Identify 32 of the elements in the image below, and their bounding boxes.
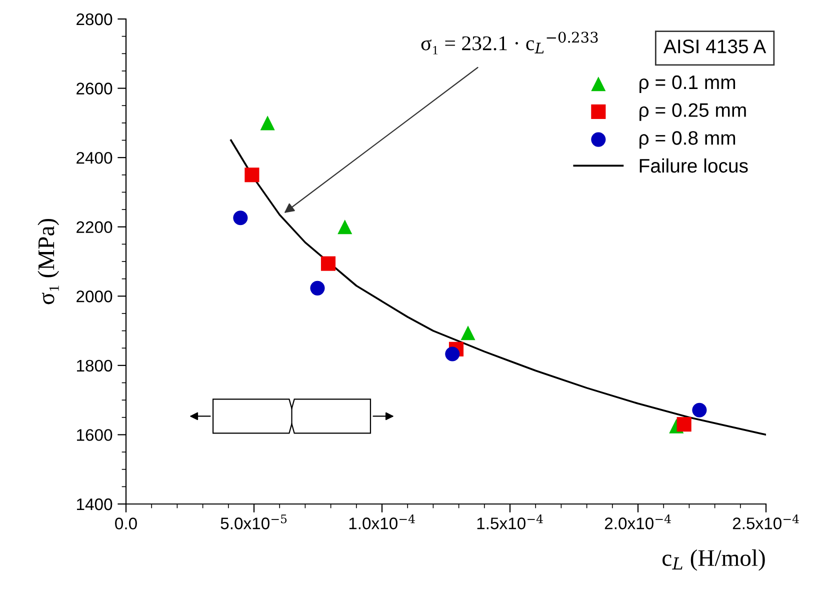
y-tick-label: 2800 bbox=[76, 13, 112, 26]
point bbox=[310, 280, 325, 296]
x-tick-label: 2.0x10$^{−4}$ bbox=[604, 514, 671, 530]
point bbox=[260, 116, 275, 130]
y-tick-label: 2000 bbox=[76, 290, 112, 302]
point bbox=[320, 256, 336, 271]
x-tick-label: 5.0x10$^{−5}$ bbox=[220, 514, 287, 530]
x-tick-label: 2.5x10$^{−4}$ bbox=[732, 514, 799, 530]
y-tick-label: 2600 bbox=[76, 82, 112, 94]
point bbox=[233, 210, 248, 226]
y-axis-title: σ₁ (MPa) bbox=[38, 218, 60, 304]
legend-label: ρ = 0.25 mm bbox=[640, 103, 746, 121]
y-tick-label: 1600 bbox=[77, 429, 112, 441]
x-tick-label: 0.0 bbox=[115, 518, 137, 530]
y-tick-label: 1400 bbox=[77, 498, 112, 510]
legend-label: Failure locus bbox=[640, 158, 748, 173]
x-axis-title: c$_{L}$ (H/mol) bbox=[662, 549, 765, 571]
y-tick-label: 1800 bbox=[77, 360, 112, 372]
point bbox=[692, 402, 707, 418]
legend-label: ρ = 0.1 mm bbox=[640, 75, 736, 93]
x-tick-label: 1.0x10$^{−4}$ bbox=[349, 514, 415, 530]
annotation: AISI 4135 A bbox=[663, 40, 766, 54]
x-tick-label: 1.5x10$^{−4}$ bbox=[477, 514, 543, 530]
point bbox=[445, 346, 460, 362]
annotation: σ₁ = 232.1 · c$_{L}$$^{−0.233}$ bbox=[421, 32, 598, 54]
point bbox=[244, 168, 260, 182]
y-tick-label: 2400 bbox=[76, 152, 112, 164]
legend-label: ρ = 0.8 mm bbox=[640, 131, 736, 149]
point bbox=[676, 417, 692, 432]
point bbox=[460, 326, 476, 340]
y-tick-label: 2200 bbox=[76, 221, 112, 234]
point bbox=[338, 220, 352, 234]
